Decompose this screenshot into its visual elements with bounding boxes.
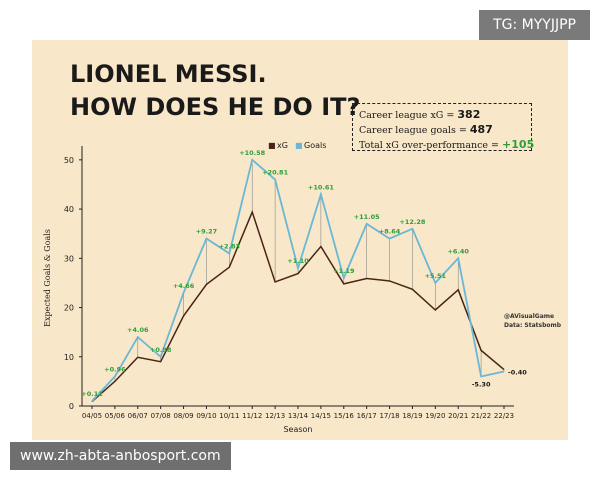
annotation-label: +5.51 [425, 272, 447, 280]
x-tick-label: 14/15 [311, 412, 331, 420]
annotation-label: +10.61 [308, 183, 334, 191]
stat-goals-value: 487 [469, 123, 493, 136]
x-tick-label: 09/10 [196, 412, 216, 420]
stat-goals: Career league goals = 487 [359, 123, 525, 138]
x-tick-label: 04/05 [82, 412, 102, 420]
x-tick-label: 10/11 [219, 412, 239, 420]
annotation-label: +6.40 [447, 247, 469, 255]
y-tick-label: 50 [64, 156, 74, 165]
annotation-label: +1.19 [333, 267, 355, 275]
credit-line-1: @AVisualGame [504, 313, 554, 320]
legend-goals-swatch: ■ [295, 141, 303, 150]
x-tick-label: 16/17 [357, 412, 377, 420]
tg-badge: TG: MYYJJPP [479, 10, 590, 40]
stat-xg-value: 382 [457, 108, 481, 121]
goals-line [91, 158, 505, 402]
annotation-label: -0.40 [508, 369, 527, 377]
credit-line-2: Data: Statsbomb [504, 322, 562, 329]
annotation-label: +1.10 [287, 257, 309, 265]
chart-axes: 0 10 20 30 40 50 04/05 05/06 06/07 07/08 08/09 09/1… [43, 146, 514, 434]
series-lines [91, 158, 505, 403]
x-tick-label: 12/13 [265, 412, 285, 420]
x-tick-label: 22/23 [494, 412, 514, 420]
x-axis-title: Season [283, 425, 312, 434]
annotation-label: +9.27 [196, 228, 217, 236]
annotation-label: +8.64 [379, 228, 401, 236]
legend: ■ xG ■ Goals [268, 141, 326, 150]
stat-xg-label: Career league xG = [359, 110, 458, 121]
x-tick-label: 05/06 [105, 412, 126, 420]
x-tick-label: 18/19 [402, 412, 422, 420]
legend-xg-label: xG [277, 141, 288, 150]
x-tick-label: 11/12 [242, 412, 262, 420]
annotation-label: +20.81 [262, 169, 288, 177]
x-tick-label: 08/09 [173, 412, 193, 420]
x-tick-label: 19/20 [425, 412, 445, 420]
y-tick-label: 20 [64, 304, 74, 313]
watermark-url[interactable]: www.zh-abta-anbosport.com [10, 442, 231, 470]
annotation-label: +11.05 [354, 213, 380, 221]
annotation-label: +4.06 [127, 326, 149, 334]
y-tick-label: 30 [64, 254, 74, 263]
legend-xg-swatch: ■ [268, 141, 276, 150]
stat-xg: Career league xG = 382 [359, 108, 525, 123]
annotation-label: +0.98 [150, 346, 172, 354]
stats-box: Career league xG = 382 Career league goa… [352, 103, 534, 153]
y-tick-label: 40 [64, 205, 74, 214]
stat-goals-label: Career league goals = [359, 125, 470, 136]
stat-over-label: Total xG over-performance = [359, 140, 503, 151]
annotation-label: +12.28 [399, 218, 425, 226]
annotation-label: +0.96 [104, 365, 126, 373]
legend-goals-label: Goals [304, 141, 326, 150]
x-tick-label: 17/18 [379, 412, 399, 420]
x-tick-label: 06/07 [128, 412, 148, 420]
annotation-label: -5.30 [472, 380, 491, 388]
annotation-labels: +0.12 +0.96 +4.06 +0.98 +4.66 +9.27+2.83 +10.5… [81, 149, 527, 398]
title-line-2: HOW DOES HE DO IT? [70, 93, 361, 121]
annotation-label: +0.12 [81, 390, 102, 398]
annotation-label: +2.83 [219, 242, 240, 250]
y-tick-label: 0 [69, 402, 74, 411]
xg-line [91, 209, 505, 403]
stat-over: Total xG over-performance = +105 [359, 138, 534, 153]
annotation-label: +4.66 [173, 282, 195, 290]
stat-over-value: +105 [502, 138, 535, 151]
diff-lines [91, 159, 505, 402]
title-line-1: LIONEL MESSI. [70, 60, 267, 88]
x-tick-label: 21/22 [471, 412, 491, 420]
y-tick-label: 10 [64, 353, 74, 362]
y-axis-title: Expected Goals & Goals [43, 229, 52, 327]
x-tick-label: 13/14 [288, 412, 309, 420]
x-tick-label: 15/16 [334, 412, 355, 420]
x-tick-label: 20/21 [448, 412, 468, 420]
x-tick-label: 07/08 [151, 412, 171, 420]
chart-card [32, 40, 568, 440]
annotation-label: +10.58 [239, 149, 265, 157]
